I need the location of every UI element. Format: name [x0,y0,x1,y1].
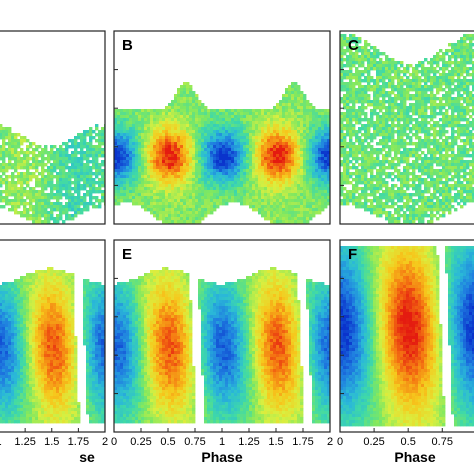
panel-letter-F: F [348,246,357,263]
x-axis-label-F: Phase [394,449,435,465]
panel-letter-C: C [348,37,359,54]
heatmap-field-B [114,82,330,224]
x-tick-label-E: 1 [219,436,225,448]
panel-F: F00.250.50.751Phase [337,239,474,465]
x-tick-label-D: 1 [0,436,2,448]
x-tick-label-F: 0.5 [401,436,416,448]
panel-E: E 0 0.25 0.5 0.75 1 1.25 1.5 1.75 2 Phase [111,239,333,465]
heatmap-field-D [0,267,105,424]
x-tick-label-D: 1.25 [14,436,35,448]
x-tick-label-E: 1.5 [268,436,283,448]
panel-B: B [113,30,331,225]
panel-A [0,30,106,225]
panel-frame-C [339,30,474,225]
x-axis-label-D: se [79,449,95,465]
heatmap-field-A [0,124,105,224]
x-tick-label-F: 0.75 [432,436,453,448]
panel-frame-A [0,30,106,225]
panel-D: 1 1.25 1.5 1.75 2 se [0,239,108,465]
x-tick-label-D: 1.75 [68,436,89,448]
panel-C: C [339,30,474,225]
panel-frame-B [113,30,331,225]
panel-frame-D [0,239,106,433]
heatmap-field-F [340,246,474,427]
heatmap-field-E [114,267,330,424]
x-tick-label-E: 2 [327,436,333,448]
x-tick-label-F: 0.25 [363,436,384,448]
panel-letter-B: B [122,37,133,54]
panel-letter-E: E [122,246,132,263]
x-tick-label-E: 0 [111,436,117,448]
heatmap-field-C [340,34,474,224]
x-tick-label-F: 0 [337,436,343,448]
x-tick-label-E: 0.5 [160,436,175,448]
x-axis-label-E: Phase [201,449,242,465]
x-tick-label-E: 0.75 [184,436,205,448]
x-tick-label-E: 0.25 [130,436,151,448]
x-tick-label-D: 1.5 [44,436,59,448]
panel-frame-F [339,239,474,433]
x-tick-label-E: 1.25 [238,436,259,448]
x-tick-label-D: 2 [102,436,108,448]
x-tick-label-E: 1.75 [292,436,313,448]
